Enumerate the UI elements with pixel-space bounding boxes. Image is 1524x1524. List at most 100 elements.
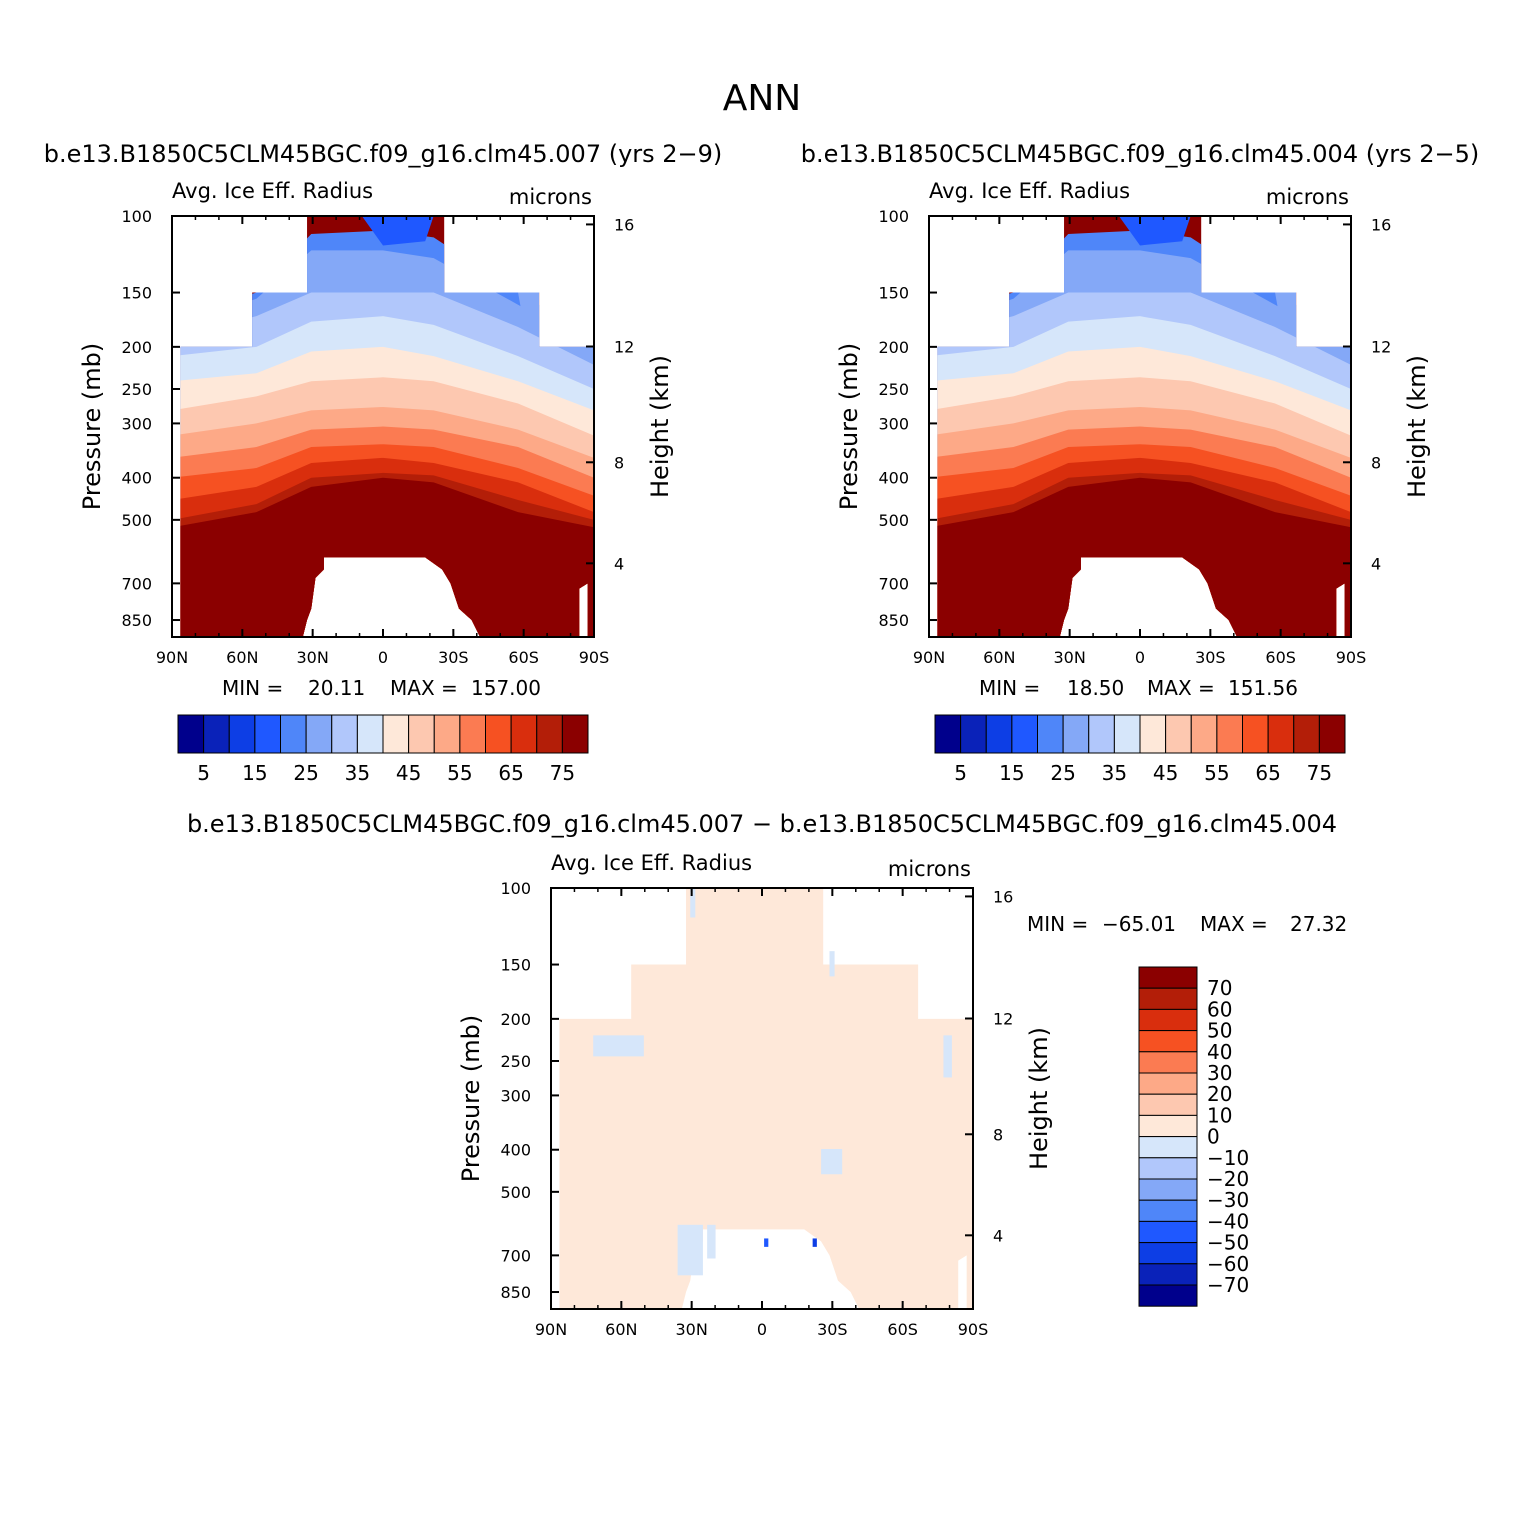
x-tick-label: 30N — [297, 648, 329, 667]
panel2-field — [937, 216, 1351, 637]
y-tick-label: 100 — [878, 207, 909, 226]
colorbar-swatch — [960, 714, 987, 754]
colorbar-swatch — [1190, 714, 1218, 754]
y2-axis-label: Height (km) — [646, 355, 674, 498]
colorbar-swatch — [510, 714, 538, 754]
diff-negative-patch — [677, 1224, 703, 1276]
panel3-case-title: b.e13.B1850C5CLM45BGC.f09_g16.clm45.007 … — [187, 810, 1337, 838]
diff-negative-spot — [812, 1238, 817, 1247]
y-tick-label: 250 — [878, 380, 909, 399]
y2-tick-label: 4 — [993, 1226, 1003, 1245]
panel2-plot: 90N 60N 30N 0 30S 60S 90S 100 150 200 250 300 400 500… — [835, 179, 1431, 667]
colorbar-swatch — [934, 714, 962, 754]
y2-tick-label: 16 — [993, 887, 1013, 906]
y2-tick-label: 12 — [1371, 338, 1391, 357]
contour-band — [180, 477, 594, 637]
diff-negative-patch — [943, 1035, 952, 1078]
colorbar-label: 25 — [293, 761, 318, 785]
contour-band — [937, 477, 1351, 637]
diff-negative-patch — [707, 1224, 716, 1259]
colorbar-swatch — [280, 714, 307, 754]
x-tick-label: 90N — [156, 648, 188, 667]
panel2-case-title: b.e13.B1850C5CLM45BGC.f09_g16.clm45.004 … — [801, 140, 1480, 168]
colorbar-label: −30 — [1207, 1188, 1249, 1212]
colorbar-label: 30 — [1207, 1061, 1232, 1085]
colorbar-swatch — [1138, 1242, 1198, 1265]
y-tick-label: 850 — [500, 1283, 531, 1302]
colorbar-label: −40 — [1207, 1209, 1249, 1233]
y2-tick-label: 16 — [1371, 215, 1391, 234]
colorbar-label: 55 — [447, 761, 472, 785]
y-tick-label: 700 — [121, 574, 152, 593]
colorbar-swatch — [1138, 1157, 1198, 1180]
y-tick-label: 150 — [500, 956, 531, 975]
panel3-plot: 90N 60N 30N 0 30S 60S 90S 100 150 200 250 300 400 500… — [457, 851, 1053, 1339]
colorbar-swatch — [1138, 1263, 1198, 1286]
colorbar-swatch — [1062, 714, 1090, 754]
y-tick-label: 500 — [500, 1183, 531, 1202]
y-axis-label: Pressure (mb) — [835, 343, 863, 510]
colorbar-swatch — [1138, 966, 1198, 989]
colorbar-swatch — [203, 714, 230, 754]
y-tick-label: 400 — [500, 1141, 531, 1160]
colorbar-swatch — [1113, 714, 1141, 754]
contour-band — [518, 292, 540, 338]
x-tick-label: 30N — [1054, 648, 1086, 667]
colorbar-label: 65 — [498, 761, 523, 785]
y-tick-label: 150 — [878, 284, 909, 303]
colorbar-swatch — [1138, 987, 1198, 1010]
y-tick-label: 150 — [121, 284, 152, 303]
y-tick-label: 700 — [878, 574, 909, 593]
y-tick-label: 300 — [500, 1086, 531, 1105]
y-tick-label: 400 — [121, 469, 152, 488]
y2-tick-label: 4 — [1371, 554, 1381, 573]
diff-negative-patch — [690, 888, 696, 918]
y-tick-label: 700 — [500, 1246, 531, 1265]
panel2-max-label: MAX = — [1147, 676, 1215, 700]
figure-title: ANN — [723, 78, 802, 119]
colorbar-label: 45 — [396, 761, 421, 785]
y2-tick-label: 12 — [614, 338, 634, 357]
x-tick-label: 90S — [579, 648, 610, 667]
y2-tick-label: 16 — [614, 215, 634, 234]
colorbar-swatch — [1216, 714, 1243, 754]
y2-axis-label: Height (km) — [1025, 1027, 1053, 1170]
panel1-max-label: MAX = — [390, 676, 458, 700]
panel1-min-label: MIN = — [222, 676, 283, 700]
colorbar-label: 70 — [1207, 976, 1232, 1000]
x-tick-label: 60S — [1265, 648, 1296, 667]
colorbar-swatch — [1138, 1114, 1198, 1138]
x-tick-label: 90N — [913, 648, 945, 667]
colorbar-label: 45 — [1153, 761, 1178, 785]
colorbar-label: 15 — [242, 761, 267, 785]
x-tick-label: 60N — [226, 648, 258, 667]
colorbar-swatch — [1242, 714, 1269, 754]
panel3-min-label: MIN = — [1027, 912, 1088, 936]
x-tick-label: 30S — [1195, 648, 1226, 667]
diff-negative-patch — [821, 1149, 843, 1175]
panel3-max-value: 27.32 — [1290, 912, 1347, 936]
colorbar-swatch — [433, 714, 461, 754]
colorbar-label: 15 — [999, 761, 1024, 785]
colorbar-swatch — [1138, 1178, 1198, 1201]
x-tick-label: 0 — [757, 1320, 767, 1339]
x-tick-label: 30S — [438, 648, 469, 667]
colorbar-swatch — [408, 714, 435, 754]
colorbar-label: 40 — [1207, 1040, 1232, 1064]
y2-tick-label: 8 — [614, 453, 624, 472]
colorbar-label: 75 — [550, 761, 575, 785]
x-tick-label: 0 — [1135, 648, 1145, 667]
colorbar-swatch — [1088, 714, 1115, 754]
y-tick-label: 500 — [121, 511, 152, 530]
y2-axis-label: Height (km) — [1403, 355, 1431, 498]
x-tick-label: 60N — [983, 648, 1015, 667]
colorbar-swatch — [1139, 714, 1167, 754]
y-tick-label: 300 — [121, 414, 152, 433]
panel3-max-label: MAX = — [1200, 912, 1268, 936]
panel1-plot: 90N 60N 30N 0 30S 60S 90S 100 150 200 250 300 400 500… — [78, 179, 674, 667]
x-tick-label: 30N — [676, 1320, 708, 1339]
panel1-case-title: b.e13.B1850C5CLM45BGC.f09_g16.clm45.007 … — [44, 140, 723, 168]
colorbar-swatch — [1138, 1284, 1198, 1307]
